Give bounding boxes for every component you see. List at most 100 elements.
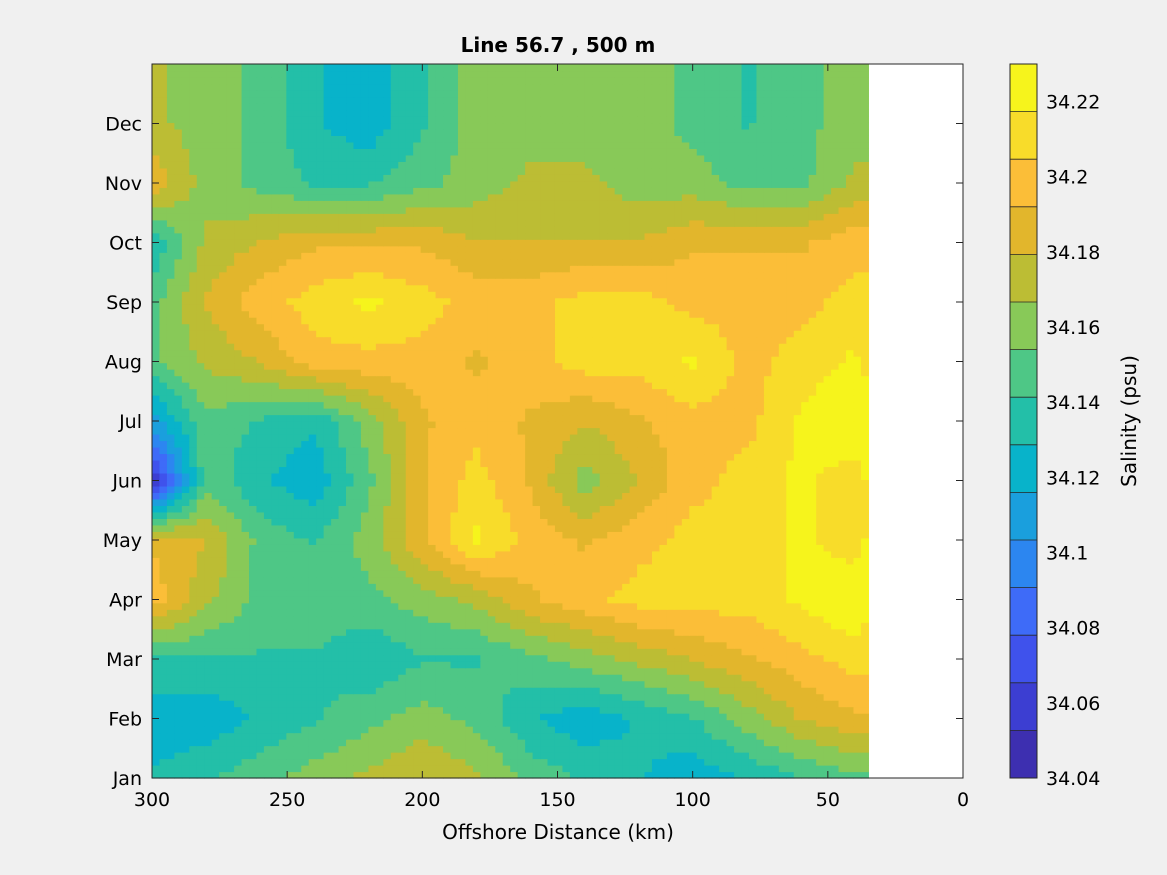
- contour-cell: [346, 648, 355, 656]
- contour-cell: [801, 745, 810, 753]
- contour-cell: [189, 505, 198, 513]
- contour-cell: [181, 557, 190, 565]
- contour-cell: [204, 583, 213, 591]
- contour-cell: [390, 466, 399, 474]
- contour-cell: [622, 732, 631, 740]
- contour-cell: [741, 713, 750, 721]
- contour-cell: [666, 661, 675, 669]
- contour-cell: [599, 602, 608, 610]
- contour-cell: [286, 498, 295, 506]
- contour-cell: [711, 531, 720, 539]
- contour-cell: [383, 537, 392, 545]
- contour-cell: [525, 524, 534, 532]
- contour-cell: [472, 706, 481, 714]
- contour-cell: [495, 609, 504, 617]
- contour-cell: [174, 648, 183, 656]
- contour-cell: [525, 472, 534, 481]
- contour-cell: [316, 511, 325, 519]
- contour-cell: [786, 524, 795, 532]
- contour-cell: [152, 531, 161, 539]
- contour-cell: [308, 550, 317, 558]
- contour-cell: [308, 589, 317, 597]
- contour-cell: [413, 557, 422, 565]
- contour-cell: [778, 446, 787, 455]
- contour-cell: [793, 667, 802, 675]
- contour-cell: [368, 531, 377, 539]
- contour-cell: [263, 524, 272, 532]
- contour-cell: [741, 771, 750, 779]
- contour-cell: [465, 765, 474, 773]
- contour-cell: [166, 745, 175, 753]
- contour-cell: [413, 622, 422, 630]
- contour-cell: [771, 700, 780, 708]
- contour-cell: [689, 680, 698, 688]
- contour-cell: [159, 739, 168, 747]
- contour-cell: [204, 466, 213, 474]
- contour-cell: [323, 505, 332, 513]
- contour-cell: [719, 667, 728, 675]
- contour-cell: [674, 661, 683, 669]
- contour-cell: [562, 615, 571, 623]
- contour-cell: [569, 758, 578, 766]
- contour-cell: [331, 537, 340, 545]
- contour-cell: [249, 615, 258, 623]
- contour-cell: [435, 719, 444, 727]
- contour-cell: [360, 635, 370, 643]
- contour-cell: [196, 635, 205, 643]
- contour-cell: [704, 570, 713, 578]
- contour-cell: [607, 726, 616, 734]
- contour-cell: [554, 466, 564, 474]
- contour-cell: [346, 544, 355, 552]
- contour-cell: [637, 680, 646, 688]
- contour-cell: [622, 641, 631, 649]
- contour-cell: [816, 602, 825, 610]
- contour-cell: [771, 726, 780, 734]
- contour-cell: [734, 622, 743, 630]
- contour-cell: [704, 706, 713, 714]
- contour-cell: [368, 602, 377, 610]
- contour-cell: [405, 485, 414, 493]
- contour-cell: [487, 446, 496, 455]
- contour-cell: [159, 537, 168, 545]
- contour-cell: [323, 680, 332, 688]
- contour-cell: [428, 459, 437, 468]
- contour-cell: [651, 615, 661, 623]
- contour-cell: [286, 706, 295, 714]
- contour-cell: [174, 654, 183, 662]
- contour-cell: [756, 446, 765, 455]
- contour-cell: [540, 485, 549, 493]
- contour-cell: [271, 674, 280, 682]
- contour-cell: [525, 596, 534, 604]
- contour-cell: [614, 453, 623, 461]
- contour-cell: [219, 661, 228, 669]
- contour-cell: [263, 570, 272, 578]
- contour-cell: [241, 713, 250, 721]
- contour-cell: [793, 550, 802, 558]
- contour-cell: [159, 648, 168, 656]
- contour-cell: [823, 615, 832, 623]
- contour-cell: [383, 667, 392, 675]
- contour-cell: [525, 661, 534, 669]
- contour-cell: [547, 680, 556, 688]
- contour-cell: [741, 628, 750, 636]
- contour-cell: [838, 687, 847, 695]
- contour-cell: [301, 602, 310, 610]
- contour-cell: [763, 518, 772, 526]
- contour-cell: [771, 628, 780, 636]
- contour-cell: [674, 537, 683, 545]
- contour-cell: [241, 440, 250, 448]
- contour-cell: [234, 739, 243, 747]
- contour-cell: [263, 557, 272, 565]
- contour-cell: [398, 498, 407, 506]
- contour-cell: [674, 511, 683, 519]
- contour-cell: [651, 654, 661, 662]
- contour-cell: [778, 745, 787, 753]
- contour-cell: [554, 505, 564, 513]
- contour-cell: [390, 524, 399, 532]
- contour-cell: [674, 570, 683, 578]
- contour-cell: [853, 550, 862, 558]
- contour-cell: [211, 661, 220, 669]
- contour-cell: [584, 687, 593, 695]
- contour-cell: [457, 674, 467, 682]
- contour-cell: [331, 492, 340, 500]
